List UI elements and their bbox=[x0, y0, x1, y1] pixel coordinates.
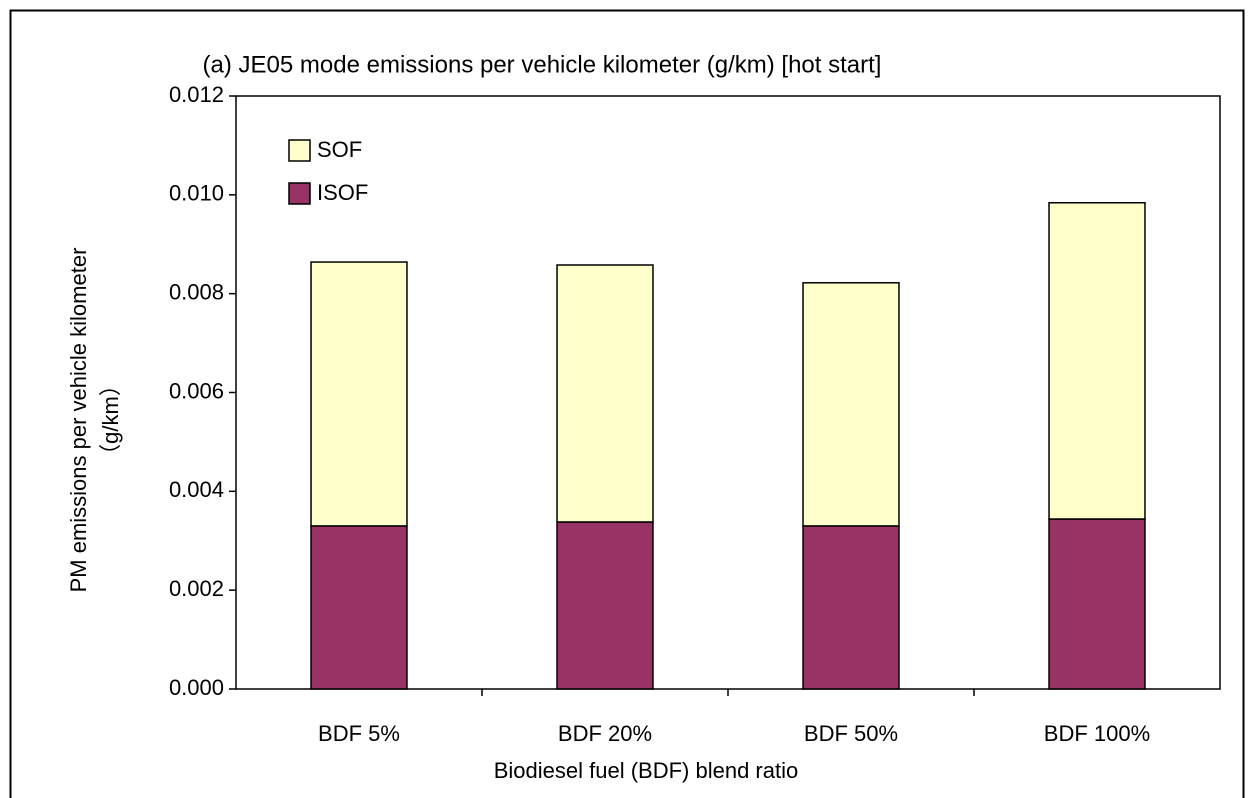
y-axis-title: PM emissions per vehicle kilometer bbox=[66, 248, 91, 593]
x-tick-label: BDF 5% bbox=[318, 721, 400, 746]
bar-segment bbox=[802, 282, 900, 527]
x-axis-title: Biodiesel fuel (BDF) blend ratio bbox=[494, 758, 798, 783]
y-tick-label: 0.004 bbox=[169, 477, 224, 502]
legend-swatch bbox=[288, 182, 311, 205]
y-tick-label: 0.000 bbox=[169, 675, 224, 700]
y-tick-label: 0.012 bbox=[169, 82, 224, 107]
legend-label: SOF bbox=[317, 137, 362, 162]
y-tick-label: 0.006 bbox=[169, 378, 224, 403]
legend-swatch bbox=[288, 139, 311, 162]
legend-label: ISOF bbox=[317, 180, 368, 205]
y-tick-label: 0.008 bbox=[169, 279, 224, 304]
x-tick-label: BDF 100% bbox=[1044, 721, 1150, 746]
y-tick-label: 0.002 bbox=[169, 576, 224, 601]
x-tick-label: BDF 20% bbox=[558, 721, 652, 746]
chart-title: (a) JE05 mode emissions per vehicle kilo… bbox=[203, 51, 882, 78]
y-tick-label: 0.010 bbox=[169, 181, 224, 206]
bar-segment bbox=[1048, 518, 1146, 690]
bar-segment bbox=[310, 261, 408, 527]
x-tick-label: BDF 50% bbox=[804, 721, 898, 746]
bar-segment bbox=[310, 525, 408, 690]
bar-segment bbox=[556, 521, 654, 690]
chart-frame bbox=[9, 9, 1245, 798]
bar-segment bbox=[1048, 201, 1146, 520]
y-axis-unit: （g/km） bbox=[98, 374, 123, 466]
y-axis-title-group: PM emissions per vehicle kilometer （g/km… bbox=[66, 248, 123, 593]
bar-segment bbox=[556, 264, 654, 523]
bar-segment bbox=[802, 525, 900, 690]
